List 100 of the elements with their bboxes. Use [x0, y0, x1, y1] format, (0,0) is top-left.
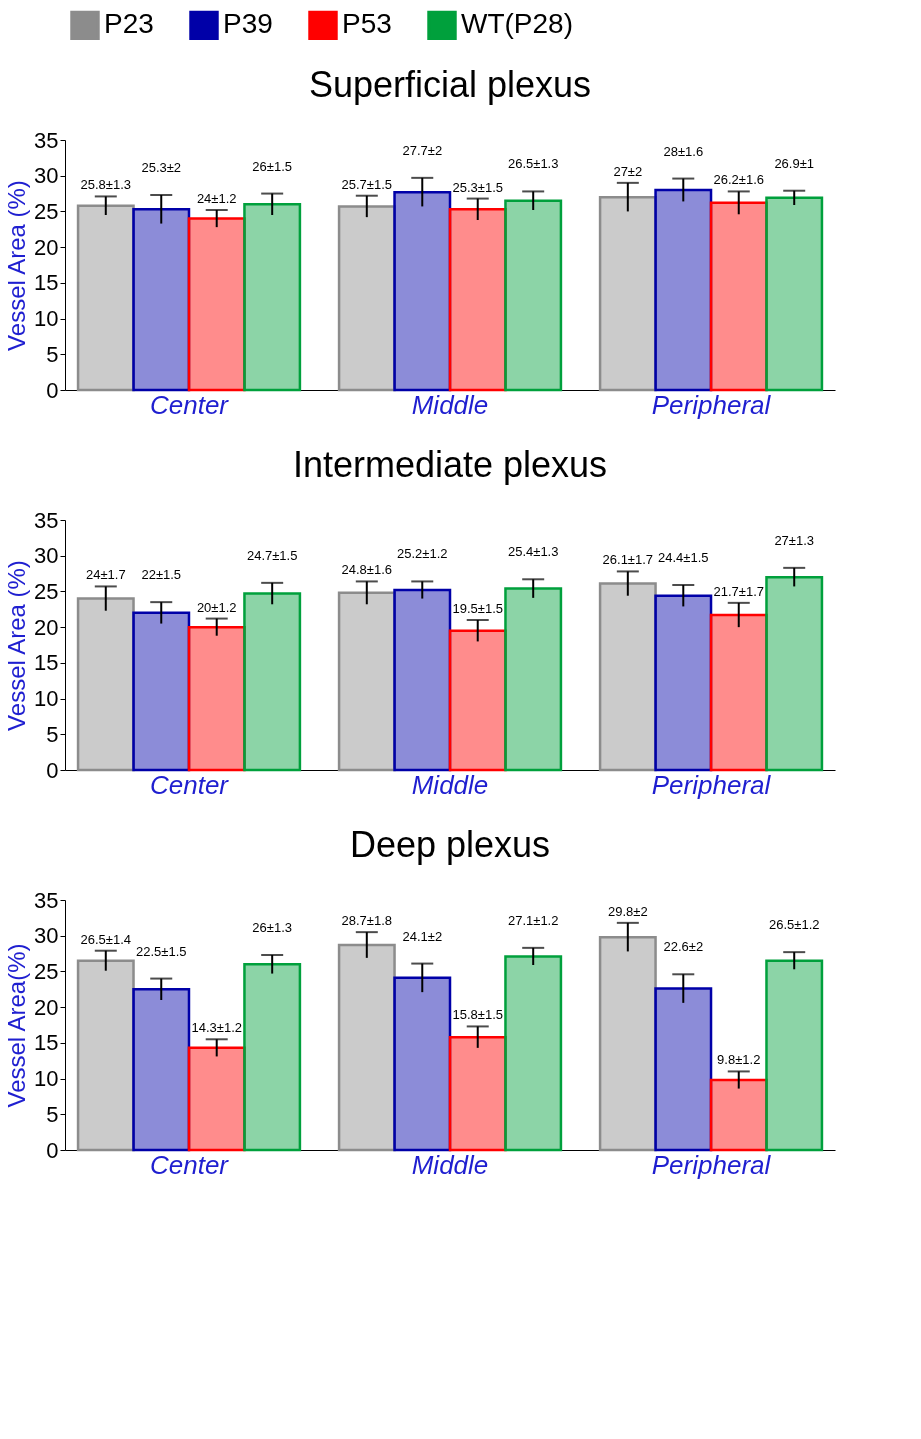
data-label: 24.7±1.5: [246, 547, 298, 563]
y-tick-label: 0: [46, 377, 59, 403]
data-label: 28±1.6: [663, 143, 704, 159]
data-label: 22.6±2: [663, 939, 704, 955]
y-tick-label: 25: [34, 958, 59, 984]
x-tick-label: Middle: [411, 389, 489, 420]
data-label: 22±1.5: [141, 567, 182, 583]
y-axis-title: Vessel Area(%): [3, 943, 31, 1108]
y-tick-label: 30: [34, 923, 59, 949]
data-label: 25.8±1.3: [80, 177, 132, 193]
bar: [709, 201, 768, 392]
bar: [76, 597, 135, 772]
y-tick-label: 10: [34, 686, 59, 712]
data-label: 25.3±1.5: [452, 179, 503, 195]
chart-title: Deep plexus: [349, 824, 551, 865]
bar: [393, 976, 452, 1152]
data-label: 25.2±1.2: [397, 546, 448, 562]
bar: [765, 575, 824, 772]
x-tick-label: Peripheral: [651, 389, 772, 420]
y-tick-label: 20: [34, 614, 59, 640]
bar: [393, 588, 452, 772]
data-label: 24.4±1.5: [658, 550, 709, 565]
chart-title: Superficial plexus: [308, 64, 592, 105]
data-label: 22.5±1.5: [135, 943, 187, 959]
data-label: 15.8±1.5: [452, 1007, 503, 1023]
x-tick-label: Center: [149, 1149, 230, 1180]
data-label: 9.8±1.2: [717, 1052, 761, 1068]
y-tick-label: 15: [34, 650, 59, 676]
data-label: 27.1±1.2: [507, 912, 559, 928]
x-tick-label: Peripheral: [651, 769, 772, 800]
x-tick-label: Center: [149, 389, 230, 420]
bar: [187, 217, 246, 392]
data-label: 24±1.7: [85, 567, 126, 583]
y-tick-label: 5: [46, 721, 59, 747]
data-label: 26±1.5: [252, 158, 293, 174]
bar: [504, 199, 563, 392]
x-tick-label: Middle: [411, 769, 489, 800]
bar: [654, 594, 713, 772]
bar: [448, 629, 507, 772]
data-label: 19.5±1.5: [452, 601, 503, 616]
data-label: 29.8±2: [607, 903, 648, 919]
y-tick-label: 35: [34, 507, 59, 533]
bar: [132, 208, 191, 392]
y-axis-title: Vessel Area (%): [3, 560, 31, 731]
bar: [598, 582, 657, 772]
bar: [765, 196, 824, 392]
data-label: 24.8±1.6: [341, 562, 393, 578]
data-label: 26.5±1.4: [80, 931, 132, 947]
bar: [132, 611, 191, 772]
x-tick-label: Middle: [411, 1149, 489, 1180]
legend-label: WT(P28): [461, 8, 573, 40]
bar: [337, 943, 396, 1152]
legend-label: P39: [223, 8, 273, 40]
data-label: 20±1.2: [196, 599, 237, 615]
bar: [448, 1035, 507, 1152]
data-label: 24.1±2: [402, 928, 443, 944]
bar: [243, 203, 302, 392]
bar: [598, 935, 657, 1152]
data-label: 26±1.3: [252, 920, 293, 935]
y-tick-label: 15: [34, 1030, 59, 1056]
y-tick-label: 0: [46, 1137, 59, 1163]
data-label: 25.7±1.5: [341, 176, 393, 192]
legend-label: P53: [342, 8, 392, 40]
bar: [393, 190, 452, 392]
y-tick-label: 25: [34, 578, 59, 604]
data-label: 27±1.3: [774, 532, 815, 548]
bar: [76, 959, 135, 1152]
data-label: 21.7±1.7: [713, 583, 765, 599]
y-tick-label: 5: [46, 341, 59, 367]
bar: [448, 208, 507, 392]
data-label: 25.4±1.3: [507, 544, 559, 560]
bar: [504, 587, 563, 772]
bar: [709, 1078, 768, 1152]
data-label: 26.9±1: [774, 155, 815, 171]
data-label: 26.2±1.6: [713, 172, 765, 188]
y-tick-label: 25: [34, 198, 59, 224]
bar: [337, 591, 396, 772]
y-tick-label: 35: [34, 887, 59, 913]
data-label: 26.5±1.2: [768, 917, 820, 933]
data-label: 14.3±1.2: [191, 1020, 242, 1036]
bar: [709, 613, 768, 772]
bar: [337, 205, 396, 392]
bar: [187, 625, 246, 772]
y-tick-label: 30: [34, 543, 59, 569]
bar: [76, 204, 135, 392]
bar: [132, 988, 191, 1152]
data-label: 24±1.2: [196, 191, 237, 206]
data-label: 25.3±2: [141, 160, 182, 175]
data-label: 26.5±1.3: [507, 156, 559, 172]
y-tick-label: 10: [34, 1066, 59, 1092]
x-tick-label: Peripheral: [651, 1149, 772, 1180]
y-tick-label: 20: [34, 234, 59, 260]
data-label: 28.7±1.8: [341, 913, 393, 929]
y-tick-label: 10: [34, 306, 59, 332]
bar: [243, 963, 302, 1152]
x-tick-label: Center: [149, 769, 230, 800]
y-tick-label: 20: [34, 994, 59, 1020]
bar: [765, 959, 824, 1152]
bar: [654, 188, 713, 392]
bar: [504, 955, 563, 1152]
